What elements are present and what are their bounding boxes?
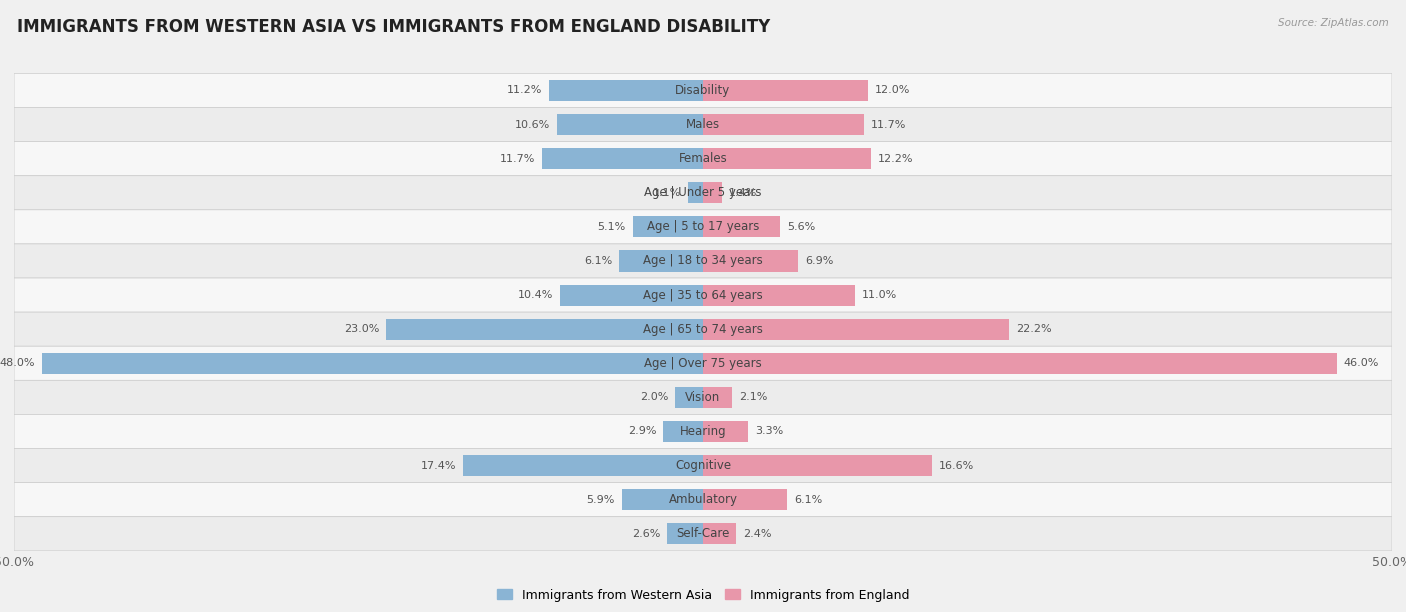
Bar bbox=[688, 182, 703, 203]
Text: Age | 65 to 74 years: Age | 65 to 74 years bbox=[643, 323, 763, 335]
Bar bbox=[703, 80, 869, 101]
Text: 22.2%: 22.2% bbox=[1015, 324, 1052, 334]
FancyBboxPatch shape bbox=[14, 449, 1392, 483]
Text: 5.9%: 5.9% bbox=[586, 494, 614, 505]
Text: Source: ZipAtlas.com: Source: ZipAtlas.com bbox=[1278, 18, 1389, 28]
FancyBboxPatch shape bbox=[14, 141, 1392, 176]
Text: Age | Under 5 years: Age | Under 5 years bbox=[644, 186, 762, 200]
Text: 2.4%: 2.4% bbox=[742, 529, 772, 539]
Text: 2.1%: 2.1% bbox=[738, 392, 768, 402]
Text: 6.1%: 6.1% bbox=[583, 256, 612, 266]
Bar bbox=[633, 216, 703, 237]
Bar bbox=[463, 455, 703, 476]
FancyBboxPatch shape bbox=[14, 176, 1392, 210]
Bar bbox=[703, 250, 799, 272]
Text: 46.0%: 46.0% bbox=[1344, 358, 1379, 368]
FancyBboxPatch shape bbox=[14, 414, 1392, 449]
Bar bbox=[703, 387, 733, 408]
Text: 5.1%: 5.1% bbox=[598, 222, 626, 232]
Bar bbox=[703, 455, 932, 476]
Text: 6.1%: 6.1% bbox=[794, 494, 823, 505]
Text: Cognitive: Cognitive bbox=[675, 459, 731, 472]
Text: Self-Care: Self-Care bbox=[676, 528, 730, 540]
Text: 48.0%: 48.0% bbox=[0, 358, 35, 368]
Bar bbox=[557, 114, 703, 135]
Legend: Immigrants from Western Asia, Immigrants from England: Immigrants from Western Asia, Immigrants… bbox=[492, 584, 914, 606]
Text: 2.9%: 2.9% bbox=[627, 427, 657, 436]
FancyBboxPatch shape bbox=[14, 210, 1392, 244]
Text: Vision: Vision bbox=[685, 391, 721, 404]
Text: Disability: Disability bbox=[675, 84, 731, 97]
Bar bbox=[541, 148, 703, 170]
Text: 1.4%: 1.4% bbox=[730, 188, 758, 198]
Text: Hearing: Hearing bbox=[679, 425, 727, 438]
Bar bbox=[703, 489, 787, 510]
Text: 16.6%: 16.6% bbox=[939, 461, 974, 471]
Text: 10.6%: 10.6% bbox=[515, 119, 550, 130]
Text: Males: Males bbox=[686, 118, 720, 131]
Bar bbox=[703, 114, 865, 135]
Text: 12.2%: 12.2% bbox=[877, 154, 914, 163]
Text: 23.0%: 23.0% bbox=[344, 324, 380, 334]
Bar bbox=[703, 353, 1337, 374]
Bar bbox=[621, 489, 703, 510]
Bar bbox=[560, 285, 703, 305]
Text: 3.3%: 3.3% bbox=[755, 427, 783, 436]
FancyBboxPatch shape bbox=[14, 483, 1392, 517]
Bar bbox=[664, 421, 703, 442]
Text: 11.2%: 11.2% bbox=[506, 86, 541, 95]
Bar bbox=[703, 523, 737, 544]
Text: 5.6%: 5.6% bbox=[787, 222, 815, 232]
FancyBboxPatch shape bbox=[14, 278, 1392, 312]
FancyBboxPatch shape bbox=[14, 380, 1392, 414]
Text: IMMIGRANTS FROM WESTERN ASIA VS IMMIGRANTS FROM ENGLAND DISABILITY: IMMIGRANTS FROM WESTERN ASIA VS IMMIGRAN… bbox=[17, 18, 770, 36]
FancyBboxPatch shape bbox=[14, 517, 1392, 551]
Text: Age | 35 to 64 years: Age | 35 to 64 years bbox=[643, 289, 763, 302]
Text: Ambulatory: Ambulatory bbox=[668, 493, 738, 506]
Text: 11.0%: 11.0% bbox=[862, 290, 897, 300]
Bar bbox=[703, 216, 780, 237]
Text: Females: Females bbox=[679, 152, 727, 165]
Bar bbox=[703, 319, 1010, 340]
Text: Age | Over 75 years: Age | Over 75 years bbox=[644, 357, 762, 370]
Text: 2.0%: 2.0% bbox=[640, 392, 669, 402]
Bar bbox=[387, 319, 703, 340]
Bar bbox=[548, 80, 703, 101]
Text: 11.7%: 11.7% bbox=[872, 119, 907, 130]
Bar bbox=[703, 421, 748, 442]
Text: 11.7%: 11.7% bbox=[499, 154, 534, 163]
FancyBboxPatch shape bbox=[14, 346, 1392, 380]
FancyBboxPatch shape bbox=[14, 108, 1392, 141]
Bar bbox=[703, 285, 855, 305]
Text: Age | 5 to 17 years: Age | 5 to 17 years bbox=[647, 220, 759, 233]
Text: 6.9%: 6.9% bbox=[806, 256, 834, 266]
Bar bbox=[703, 182, 723, 203]
FancyBboxPatch shape bbox=[14, 73, 1392, 108]
Text: 2.6%: 2.6% bbox=[631, 529, 661, 539]
Bar bbox=[619, 250, 703, 272]
FancyBboxPatch shape bbox=[14, 312, 1392, 346]
Text: Age | 18 to 34 years: Age | 18 to 34 years bbox=[643, 255, 763, 267]
Text: 10.4%: 10.4% bbox=[517, 290, 553, 300]
Bar bbox=[668, 523, 703, 544]
Text: 1.1%: 1.1% bbox=[652, 188, 681, 198]
Bar bbox=[42, 353, 703, 374]
Text: 17.4%: 17.4% bbox=[420, 461, 457, 471]
Bar bbox=[703, 148, 872, 170]
FancyBboxPatch shape bbox=[14, 244, 1392, 278]
Text: 12.0%: 12.0% bbox=[875, 86, 911, 95]
Bar bbox=[675, 387, 703, 408]
